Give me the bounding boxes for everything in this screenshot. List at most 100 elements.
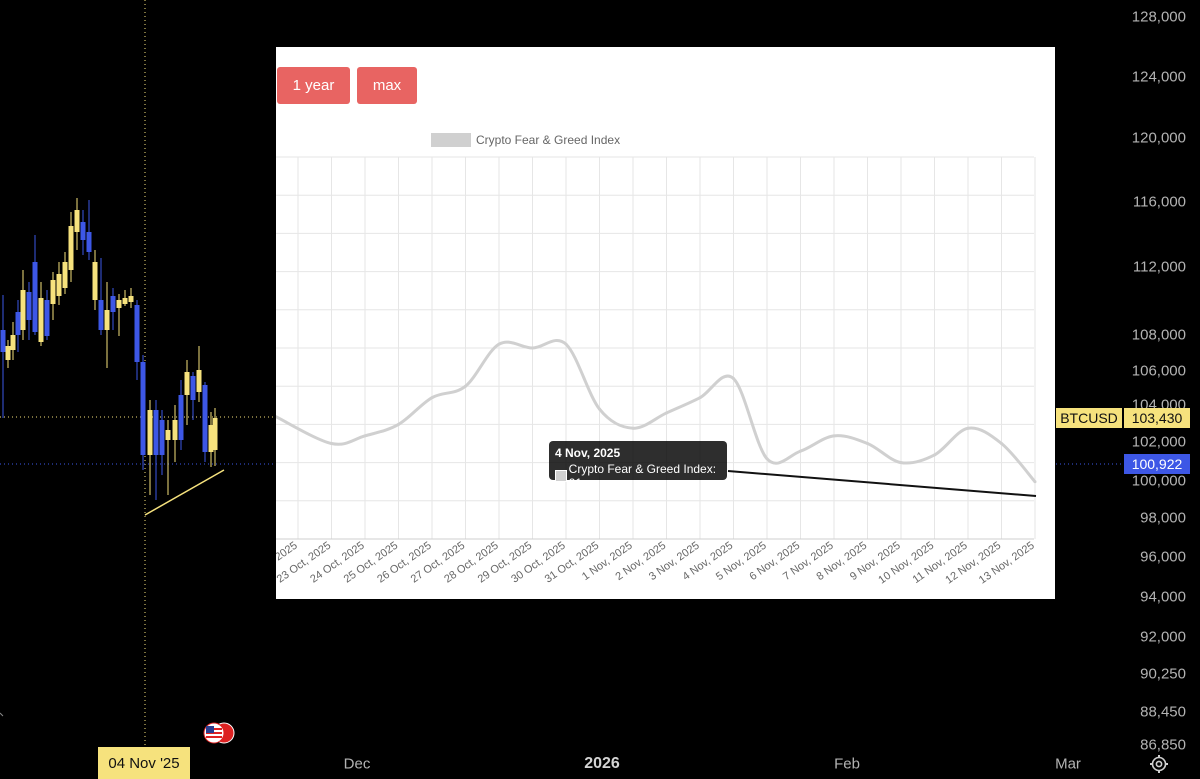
candle-body bbox=[212, 418, 218, 450]
candle-body bbox=[110, 296, 116, 312]
candle-body bbox=[159, 420, 165, 455]
data-point bbox=[933, 453, 936, 457]
candle-body bbox=[165, 430, 171, 440]
tooltip-title: 4 Nov, 2025 bbox=[555, 446, 621, 460]
time-label-mar: Mar bbox=[1055, 755, 1081, 773]
candle-body bbox=[184, 372, 190, 395]
price-axis-label: 86,850 bbox=[1140, 736, 1186, 754]
data-point bbox=[464, 384, 467, 388]
candle-body bbox=[15, 312, 21, 335]
gear-icon[interactable] bbox=[1149, 754, 1169, 774]
tooltip-row: Crypto Fear & Greed Index: 21 bbox=[555, 462, 727, 490]
legend-label: Crypto Fear & Greed Index bbox=[476, 133, 621, 147]
data-point bbox=[397, 422, 400, 426]
data-point bbox=[363, 434, 367, 438]
data-point bbox=[430, 396, 434, 400]
range-max-button[interactable]: max bbox=[357, 67, 417, 104]
data-point bbox=[799, 449, 802, 453]
data-point bbox=[899, 461, 903, 465]
candle-body bbox=[26, 292, 32, 320]
price-axis-label: 116,000 bbox=[1132, 193, 1186, 211]
candle-body bbox=[44, 300, 50, 336]
candle-body bbox=[147, 410, 153, 455]
data-point bbox=[866, 442, 869, 445]
candle-body bbox=[208, 425, 214, 452]
candle-body bbox=[62, 262, 68, 288]
price-axis-label: 94,000 bbox=[1140, 588, 1186, 606]
time-label-2026: 2026 bbox=[584, 755, 620, 772]
candle-body bbox=[172, 420, 178, 440]
symbol-tag[interactable]: BTCUSD bbox=[1056, 408, 1122, 428]
price-axis-label: 128,000 bbox=[1131, 8, 1186, 26]
data-point bbox=[698, 396, 702, 400]
candle-body bbox=[74, 210, 80, 232]
price-axis-label: 100,000 bbox=[1131, 472, 1186, 490]
chart-legend[interactable]: Crypto Fear & Greed Index bbox=[431, 133, 620, 147]
data-point bbox=[765, 457, 769, 461]
candle-body bbox=[32, 262, 38, 332]
last-price-tag: 100,922 bbox=[1124, 454, 1190, 474]
candle-body bbox=[140, 362, 146, 455]
data-point bbox=[330, 442, 333, 445]
candle-body bbox=[5, 346, 11, 360]
price-axis-label: 120,000 bbox=[1131, 129, 1186, 147]
crosshair-date-badge: 04 Nov '25 bbox=[98, 747, 190, 779]
candle-body bbox=[38, 298, 44, 342]
price-axis-label: 98,000 bbox=[1140, 509, 1186, 527]
data-point bbox=[564, 342, 568, 346]
tooltip-swatch bbox=[555, 470, 567, 482]
price-axis-label: 102,000 bbox=[1131, 433, 1186, 451]
price-axis-label: 124,000 bbox=[1131, 68, 1186, 86]
candle-body bbox=[116, 300, 122, 308]
candle-body bbox=[190, 376, 196, 400]
candle-body bbox=[92, 262, 98, 300]
chart-tooltip: 4 Nov, 2025 Crypto Fear & Greed Index: 2… bbox=[549, 441, 727, 490]
data-point bbox=[1000, 442, 1003, 445]
time-label-feb: Feb bbox=[834, 755, 860, 773]
candle-body bbox=[50, 280, 56, 304]
data-point bbox=[631, 426, 635, 430]
tooltip-label: Crypto Fear & Greed Index: 21 bbox=[568, 462, 717, 490]
candle-body bbox=[86, 232, 92, 252]
data-point bbox=[497, 342, 501, 346]
candle-body bbox=[122, 298, 128, 304]
price-axis-label: 90,250 bbox=[1140, 665, 1186, 683]
candle-body bbox=[128, 296, 134, 302]
data-point bbox=[531, 346, 534, 350]
us-flag-icon[interactable] bbox=[203, 722, 235, 744]
price-axis-label: 96,000 bbox=[1140, 548, 1186, 566]
data-point bbox=[966, 426, 970, 430]
axis-tick-mark bbox=[0, 712, 4, 717]
candle-body bbox=[202, 385, 208, 452]
symbol-price-tag: 103,430 bbox=[1124, 408, 1190, 428]
candle-body bbox=[56, 274, 62, 296]
price-axis-label: 92,000 bbox=[1140, 628, 1186, 646]
candle-body bbox=[153, 410, 159, 455]
candle-body bbox=[196, 370, 202, 392]
candle-body bbox=[80, 222, 86, 240]
time-label-dec: Dec bbox=[343, 755, 371, 773]
candle-body bbox=[20, 290, 26, 330]
price-axis-label: 112,000 bbox=[1132, 258, 1186, 276]
data-point bbox=[832, 434, 836, 438]
fear-greed-widget: 1 year max Crypto Fear & Greed Index 202… bbox=[276, 47, 1055, 599]
candle-body bbox=[134, 305, 140, 362]
price-axis-label: 88,450 bbox=[1140, 703, 1186, 721]
trendline bbox=[144, 469, 225, 516]
legend-swatch bbox=[431, 133, 471, 147]
candle-body bbox=[68, 226, 74, 270]
data-point bbox=[276, 415, 278, 419]
candle-body bbox=[10, 335, 16, 350]
data-point bbox=[732, 377, 735, 381]
data-point bbox=[598, 407, 601, 411]
data-point bbox=[1033, 480, 1037, 484]
price-axis-label: 108,000 bbox=[1131, 326, 1186, 344]
range-1-year-button[interactable]: 1 year bbox=[277, 67, 350, 104]
candle-body bbox=[0, 330, 6, 352]
annotation-line bbox=[727, 470, 1037, 497]
candle-body bbox=[104, 310, 110, 330]
candle-body bbox=[178, 395, 184, 440]
price-axis-label: 106,000 bbox=[1131, 362, 1186, 380]
candle-body bbox=[98, 300, 104, 330]
